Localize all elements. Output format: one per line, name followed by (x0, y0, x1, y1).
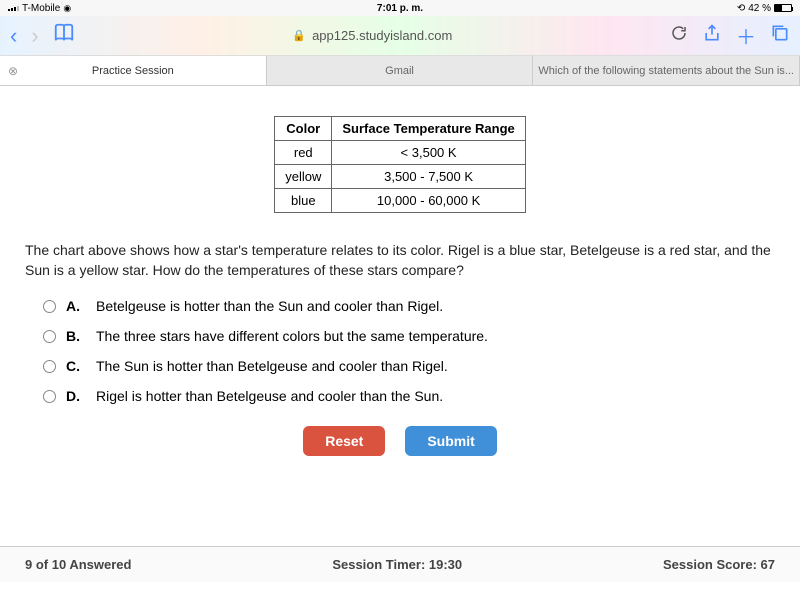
option-text: The three stars have different colors bu… (96, 328, 488, 344)
forward-button[interactable]: › (31, 23, 38, 49)
option-text: Betelgeuse is hotter than the Sun and co… (96, 298, 443, 314)
radio-icon[interactable] (43, 360, 56, 373)
carrier-label: T-Mobile (22, 3, 60, 14)
browser-tabs: ⊗ Practice Session Gmail Which of the fo… (0, 56, 800, 86)
lock-icon: 🔒 (292, 29, 306, 42)
browser-toolbar: ‹ › 🔒 app125.studyisland.com ＋ (0, 16, 800, 56)
col-header-temp: Surface Temperature Range (332, 117, 525, 141)
option-letter: B. (66, 328, 86, 344)
radio-icon[interactable] (43, 390, 56, 403)
table-row: red < 3,500 K (275, 141, 526, 165)
reset-button[interactable]: Reset (303, 426, 385, 456)
tab-label: Practice Session (92, 65, 174, 77)
option-d[interactable]: D. Rigel is hotter than Betelgeuse and c… (43, 388, 775, 404)
option-text: The Sun is hotter than Betelgeuse and co… (96, 358, 448, 374)
question-text: The chart above shows how a star's tempe… (25, 241, 775, 280)
back-button[interactable]: ‹ (10, 23, 17, 49)
battery-pct-label: 42 % (748, 3, 771, 14)
tab-question[interactable]: Which of the following statements about … (533, 56, 800, 85)
new-tab-icon[interactable]: ＋ (736, 21, 756, 50)
option-c[interactable]: C. The Sun is hotter than Betelgeuse and… (43, 358, 775, 374)
reload-button[interactable] (670, 24, 688, 47)
radio-icon[interactable] (43, 330, 56, 343)
session-footer: 9 of 10 Answered Session Timer: 19:30 Se… (0, 546, 800, 582)
answered-count: 9 of 10 Answered (25, 557, 131, 572)
tab-practice-session[interactable]: ⊗ Practice Session (0, 56, 267, 85)
close-icon[interactable]: ⊗ (8, 64, 18, 78)
page-content: Color Surface Temperature Range red < 3,… (0, 86, 800, 546)
option-letter: A. (66, 298, 86, 314)
status-bar: T-Mobile ◉ 7:01 p. m. ⟲ 42 % (0, 0, 800, 16)
option-text: Rigel is hotter than Betelgeuse and cool… (96, 388, 443, 404)
tab-gmail[interactable]: Gmail (267, 56, 534, 85)
bookmarks-icon[interactable] (53, 22, 75, 49)
session-score: Session Score: 67 (663, 557, 775, 572)
answer-options: A. Betelgeuse is hotter than the Sun and… (43, 298, 775, 404)
url-text: app125.studyisland.com (312, 28, 452, 43)
orientation-lock-icon: ⟲ (737, 3, 745, 14)
option-b[interactable]: B. The three stars have different colors… (43, 328, 775, 344)
wifi-icon: ◉ (63, 3, 71, 14)
table-row: blue 10,000 - 60,000 K (275, 189, 526, 213)
temperature-table: Color Surface Temperature Range red < 3,… (274, 116, 526, 213)
submit-button[interactable]: Submit (405, 426, 496, 456)
tab-label: Gmail (385, 65, 414, 77)
signal-icon (8, 6, 19, 11)
session-timer: Session Timer: 19:30 (332, 557, 462, 572)
address-bar[interactable]: 🔒 app125.studyisland.com (89, 28, 656, 43)
clock: 7:01 p. m. (377, 3, 423, 14)
radio-icon[interactable] (43, 300, 56, 313)
battery-icon (774, 4, 792, 12)
table-row: yellow 3,500 - 7,500 K (275, 165, 526, 189)
option-letter: C. (66, 358, 86, 374)
share-icon[interactable] (702, 23, 722, 49)
option-letter: D. (66, 388, 86, 404)
col-header-color: Color (275, 117, 332, 141)
tabs-icon[interactable] (770, 23, 790, 49)
tab-label: Which of the following statements about … (538, 65, 794, 77)
option-a[interactable]: A. Betelgeuse is hotter than the Sun and… (43, 298, 775, 314)
